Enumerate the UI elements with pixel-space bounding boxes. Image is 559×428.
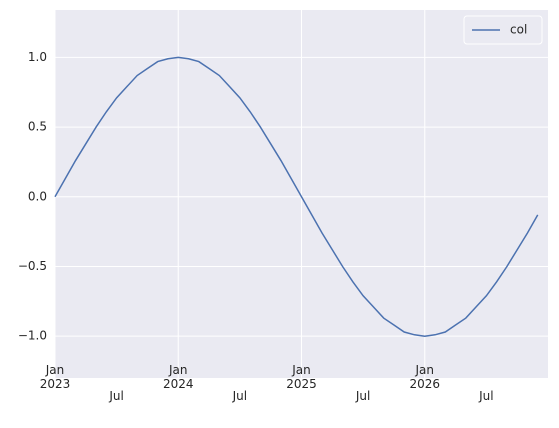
x-tick-label: Jan 2023 — [39, 363, 71, 391]
series-line — [54, 56, 539, 337]
x-tick-label: Jan 2024 — [162, 363, 194, 391]
x-tick-label: Jan 2025 — [286, 363, 317, 391]
x-tick-label: Jul — [355, 389, 371, 403]
legend-label: col — [510, 23, 527, 37]
y-tick-label: 1.0 — [28, 50, 47, 64]
x-tick-label: Jul — [109, 389, 124, 403]
y-tick-label: 0.5 — [28, 120, 47, 134]
x-tick-label: Jul — [479, 389, 494, 403]
y-tick-label: −1.0 — [18, 329, 47, 343]
x-tick-label: Jan 2026 — [409, 363, 441, 391]
y-tick-label: −0.5 — [18, 259, 47, 273]
y-tick-label: 0.0 — [28, 189, 47, 203]
x-tick-label: Jul — [232, 389, 248, 403]
legend-box — [463, 15, 543, 45]
